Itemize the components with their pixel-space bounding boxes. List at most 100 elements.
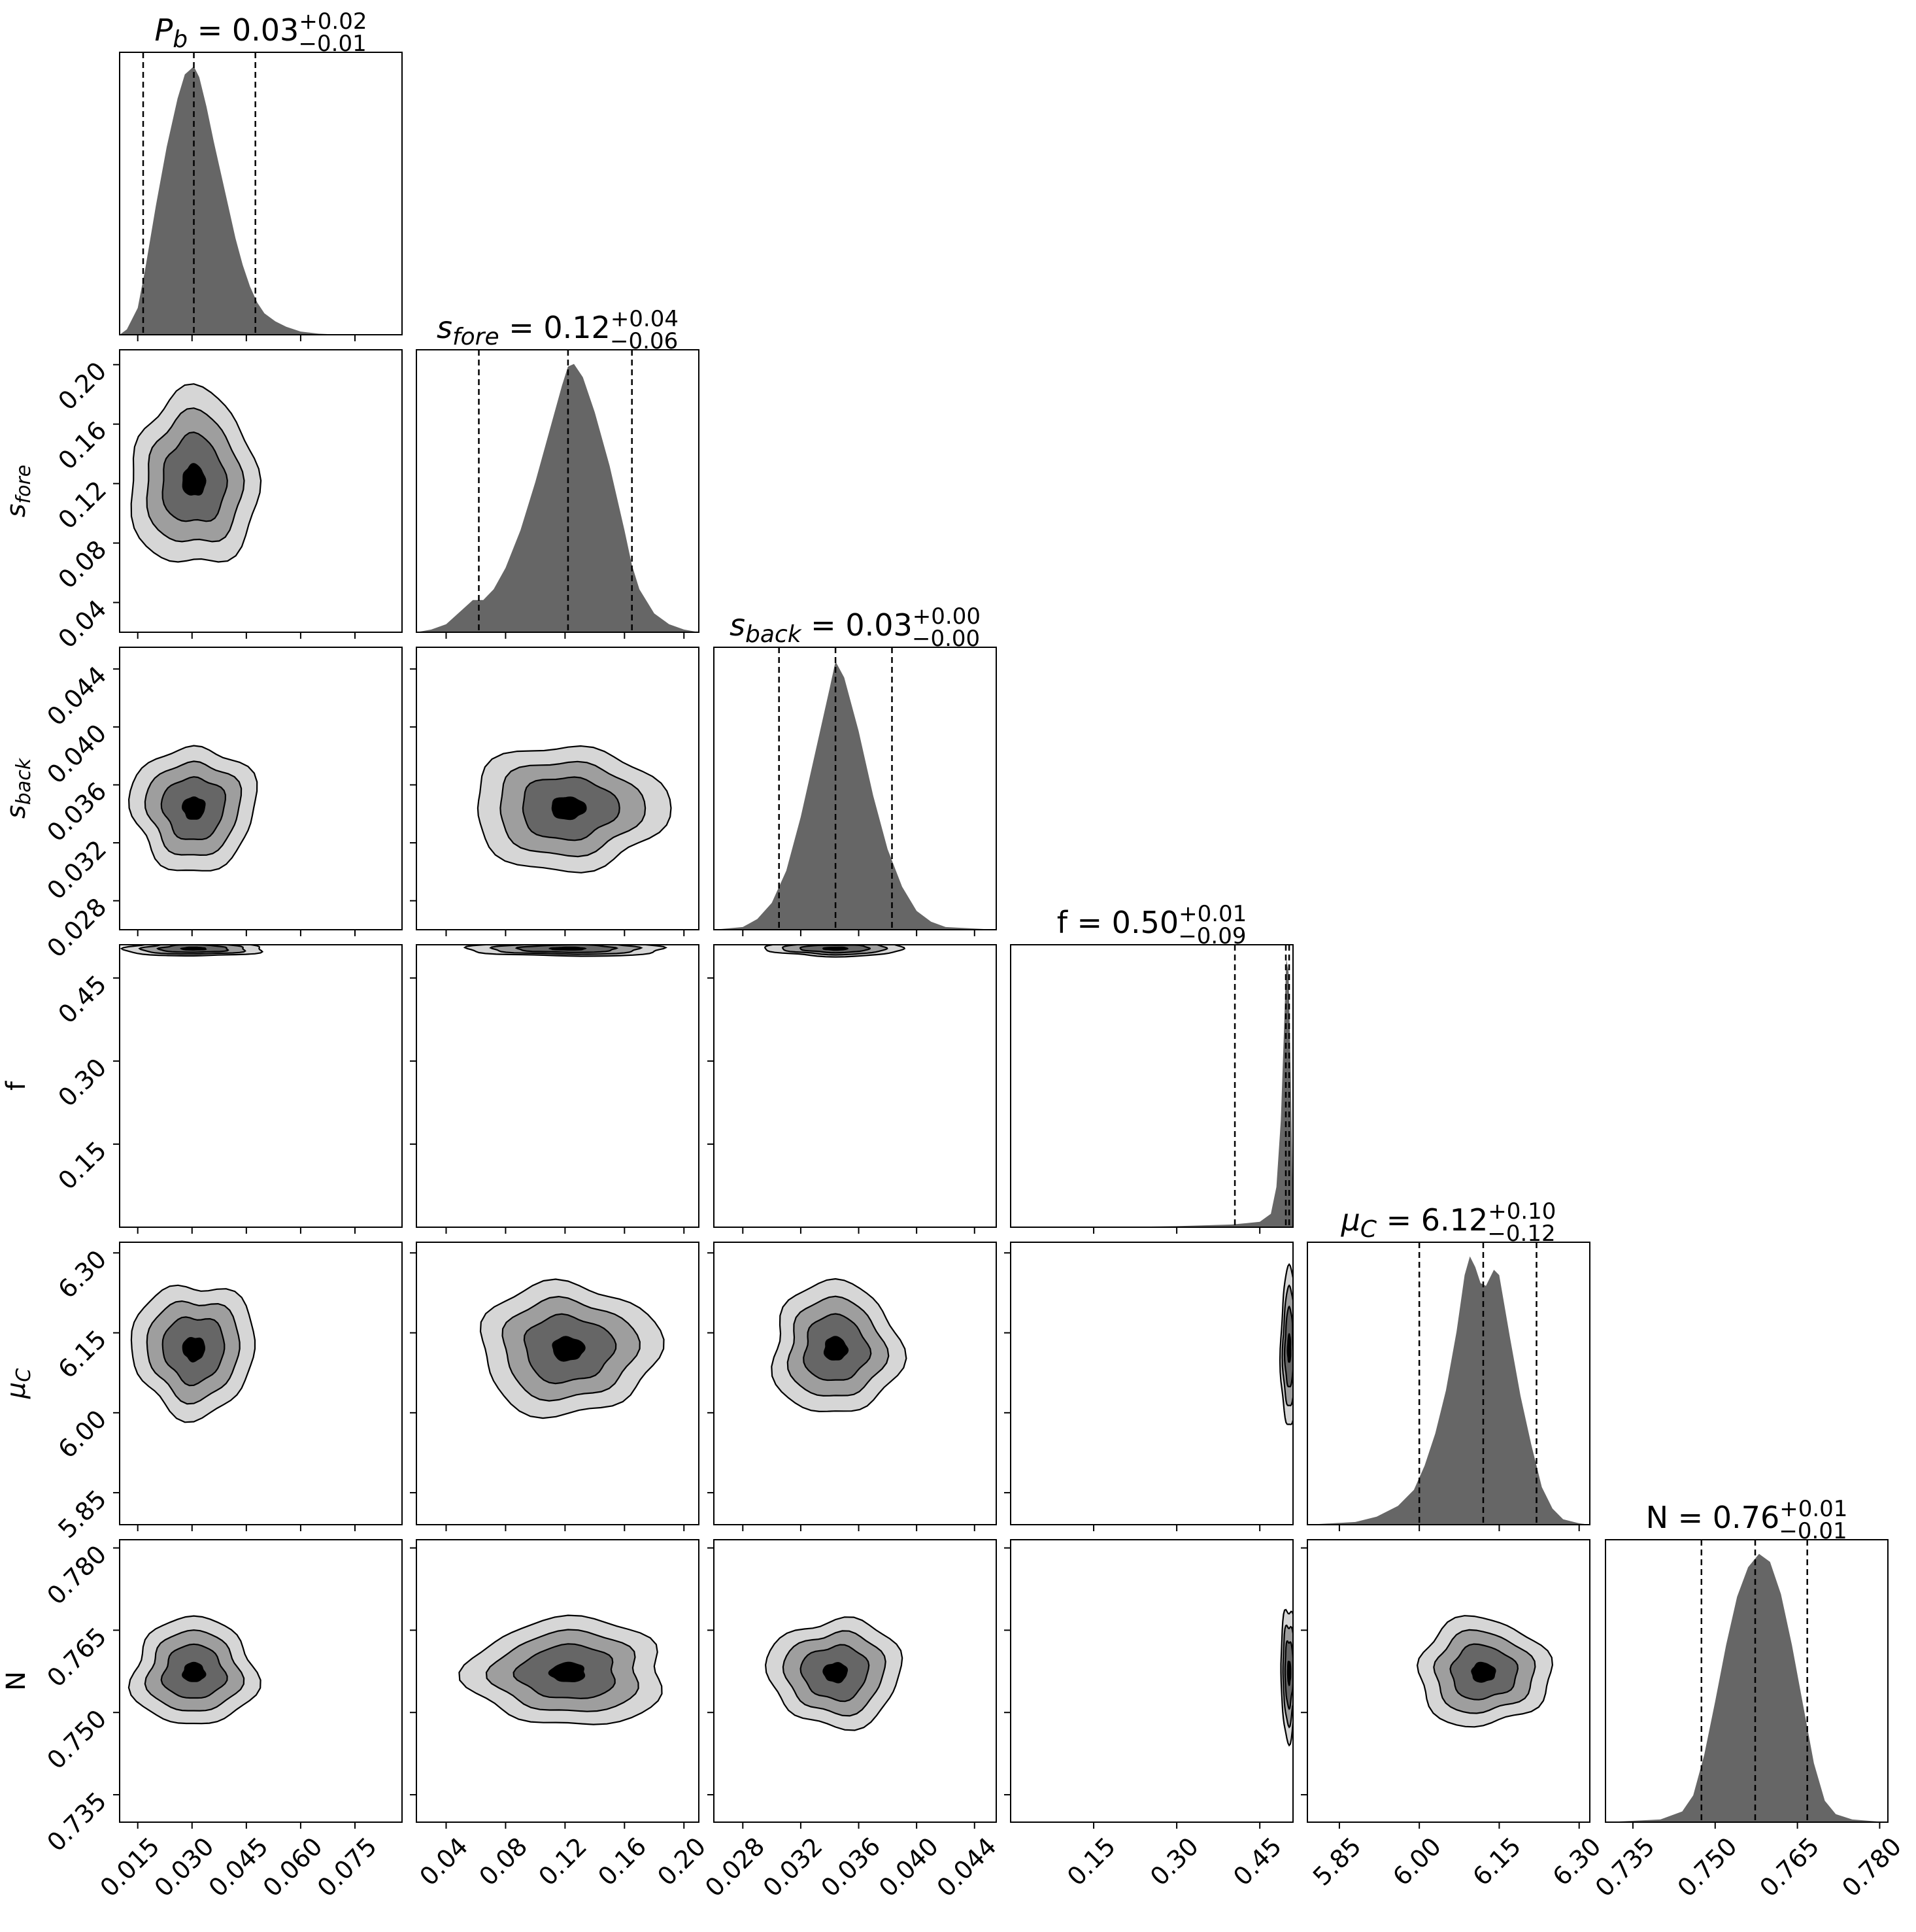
y-tick-label-sback: 0.044 xyxy=(41,660,112,731)
y-tick-label-sback: 0.028 xyxy=(41,892,112,963)
panel-f-sfore xyxy=(410,944,699,1234)
panel-sback-Pb xyxy=(113,647,403,936)
x-tick-label-Pb: 0.045 xyxy=(203,1832,274,1903)
panel-f-Pb xyxy=(113,944,403,1234)
panel-frame xyxy=(713,1242,997,1525)
contour-level-4 xyxy=(548,946,587,951)
panel-sfore-sfore: sfore = 0.12+0.04 −0.06 xyxy=(416,306,699,639)
x-tick-label-Pb: 0.030 xyxy=(149,1832,220,1903)
y-tick-label-sfore: 0.20 xyxy=(52,356,112,416)
y-tick-label-f: 0.30 xyxy=(52,1053,112,1112)
contour-sfore-Pb xyxy=(130,383,262,563)
panel-sback-sback: sback = 0.03+0.00 −0.00 xyxy=(713,603,997,936)
y-axis-label-sfore: sfore xyxy=(1,465,35,518)
contour-level-4 xyxy=(1286,1332,1292,1363)
x-tick-label-N: 0.765 xyxy=(1754,1832,1824,1903)
x-tick-label-f: 0.45 xyxy=(1228,1832,1287,1891)
x-tick-label-sback: 0.044 xyxy=(932,1832,1002,1903)
y-tick-label-muC: 5.85 xyxy=(52,1484,112,1544)
histogram-fill-muC xyxy=(1307,1256,1590,1525)
y-tick-label-muC: 6.30 xyxy=(52,1245,112,1304)
contour-level-4 xyxy=(552,1336,586,1362)
panel-frame xyxy=(416,349,699,633)
y-tick-label-N: 0.780 xyxy=(41,1540,112,1610)
panel-frame xyxy=(416,1539,699,1823)
contour-level-4 xyxy=(822,946,849,951)
x-tick-label-muC: 6.15 xyxy=(1467,1832,1526,1891)
histogram-Pb xyxy=(120,52,402,335)
y-axis-label-sback: sback xyxy=(1,757,35,819)
x-tick-label-muC: 6.00 xyxy=(1387,1832,1447,1891)
panel-title-sfore: sfore = 0.12+0.04 −0.06 xyxy=(437,306,679,354)
contour-level-4 xyxy=(548,1661,586,1683)
panel-frame xyxy=(119,944,403,1228)
y-axis-label-muC: μC xyxy=(1,1368,35,1399)
panel-frame xyxy=(119,647,403,930)
x-tick-label-sfore: 0.12 xyxy=(533,1832,592,1891)
contour-f-Pb xyxy=(120,945,264,957)
y-tick-label-f: 0.45 xyxy=(52,970,112,1029)
panel-N-N: N = 0.76+0.01 −0.01 xyxy=(1605,1496,1889,1829)
y-tick-label-sback: 0.036 xyxy=(41,777,112,847)
panel-N-sback xyxy=(707,1539,997,1829)
y-axis-label-f: f xyxy=(1,1081,31,1091)
panel-muC-f xyxy=(1004,1242,1294,1531)
histogram-fill-sfore xyxy=(416,364,699,632)
panel-title-Pb: Pb = 0.03+0.02 −0.01 xyxy=(154,8,367,57)
contour-muC-f xyxy=(1279,1263,1293,1425)
x-tick-label-sback: 0.036 xyxy=(815,1832,886,1903)
histogram-f xyxy=(1011,945,1293,1227)
histogram-muC xyxy=(1307,1242,1590,1525)
panel-title-sback: sback = 0.03+0.00 −0.00 xyxy=(730,603,981,652)
contour-sback-sfore xyxy=(477,745,672,873)
panel-N-f xyxy=(1004,1539,1294,1829)
x-tick-label-Pb: 0.075 xyxy=(312,1832,382,1903)
panel-frame xyxy=(1307,1242,1590,1525)
contour-level-4 xyxy=(823,1336,849,1361)
contour-level-4 xyxy=(181,1661,207,1682)
panel-frame xyxy=(416,944,699,1228)
contour-level-4 xyxy=(551,796,587,821)
panel-frame xyxy=(416,647,699,930)
panel-muC-sfore xyxy=(410,1242,699,1531)
y-tick-label-sback: 0.040 xyxy=(41,719,112,789)
histogram-fill-N xyxy=(1605,1553,1888,1822)
x-tick-label-sfore: 0.04 xyxy=(414,1832,473,1891)
panel-N-Pb xyxy=(113,1539,403,1829)
contour-sback-Pb xyxy=(127,745,258,872)
y-tick-label-muC: 6.00 xyxy=(52,1404,112,1464)
y-tick-label-muC: 6.15 xyxy=(52,1325,112,1384)
panel-frame xyxy=(713,1539,997,1823)
contour-f-sback xyxy=(764,945,906,958)
panel-N-muC xyxy=(1301,1539,1590,1829)
panel-frame xyxy=(1010,1242,1294,1525)
panel-muC-muC: μC = 6.12+0.10 −0.12 xyxy=(1307,1198,1590,1531)
histogram-sfore xyxy=(416,350,699,632)
x-tick-label-sback: 0.028 xyxy=(699,1832,770,1903)
contour-N-sback xyxy=(764,1616,903,1731)
x-tick-label-f: 0.15 xyxy=(1062,1832,1121,1891)
panel-frame xyxy=(1010,1539,1294,1823)
y-axis-label-N: N xyxy=(1,1671,31,1691)
panel-frame xyxy=(713,647,997,930)
x-tick-label-f: 0.30 xyxy=(1145,1832,1204,1891)
panel-sfore-Pb xyxy=(113,349,403,639)
panel-N-sfore xyxy=(410,1539,699,1829)
contour-level-4 xyxy=(182,1336,205,1363)
x-tick-label-N: 0.750 xyxy=(1672,1832,1743,1903)
panel-muC-Pb xyxy=(113,1242,403,1531)
panel-frame xyxy=(119,52,403,335)
y-tick-label-sfore: 0.08 xyxy=(52,535,112,594)
panel-frame xyxy=(1605,1539,1889,1823)
panel-frame xyxy=(119,1242,403,1525)
contour-muC-sfore xyxy=(479,1278,665,1419)
panel-frame xyxy=(119,349,403,633)
contour-N-sfore xyxy=(458,1614,663,1725)
x-tick-label-sfore: 0.08 xyxy=(473,1832,533,1891)
x-tick-label-Pb: 0.015 xyxy=(95,1832,165,1903)
x-tick-label-sback: 0.032 xyxy=(758,1832,828,1903)
panel-title-N: N = 0.76+0.01 −0.01 xyxy=(1646,1496,1848,1544)
x-tick-label-sfore: 0.16 xyxy=(592,1832,652,1891)
panel-muC-sback xyxy=(707,1242,997,1531)
